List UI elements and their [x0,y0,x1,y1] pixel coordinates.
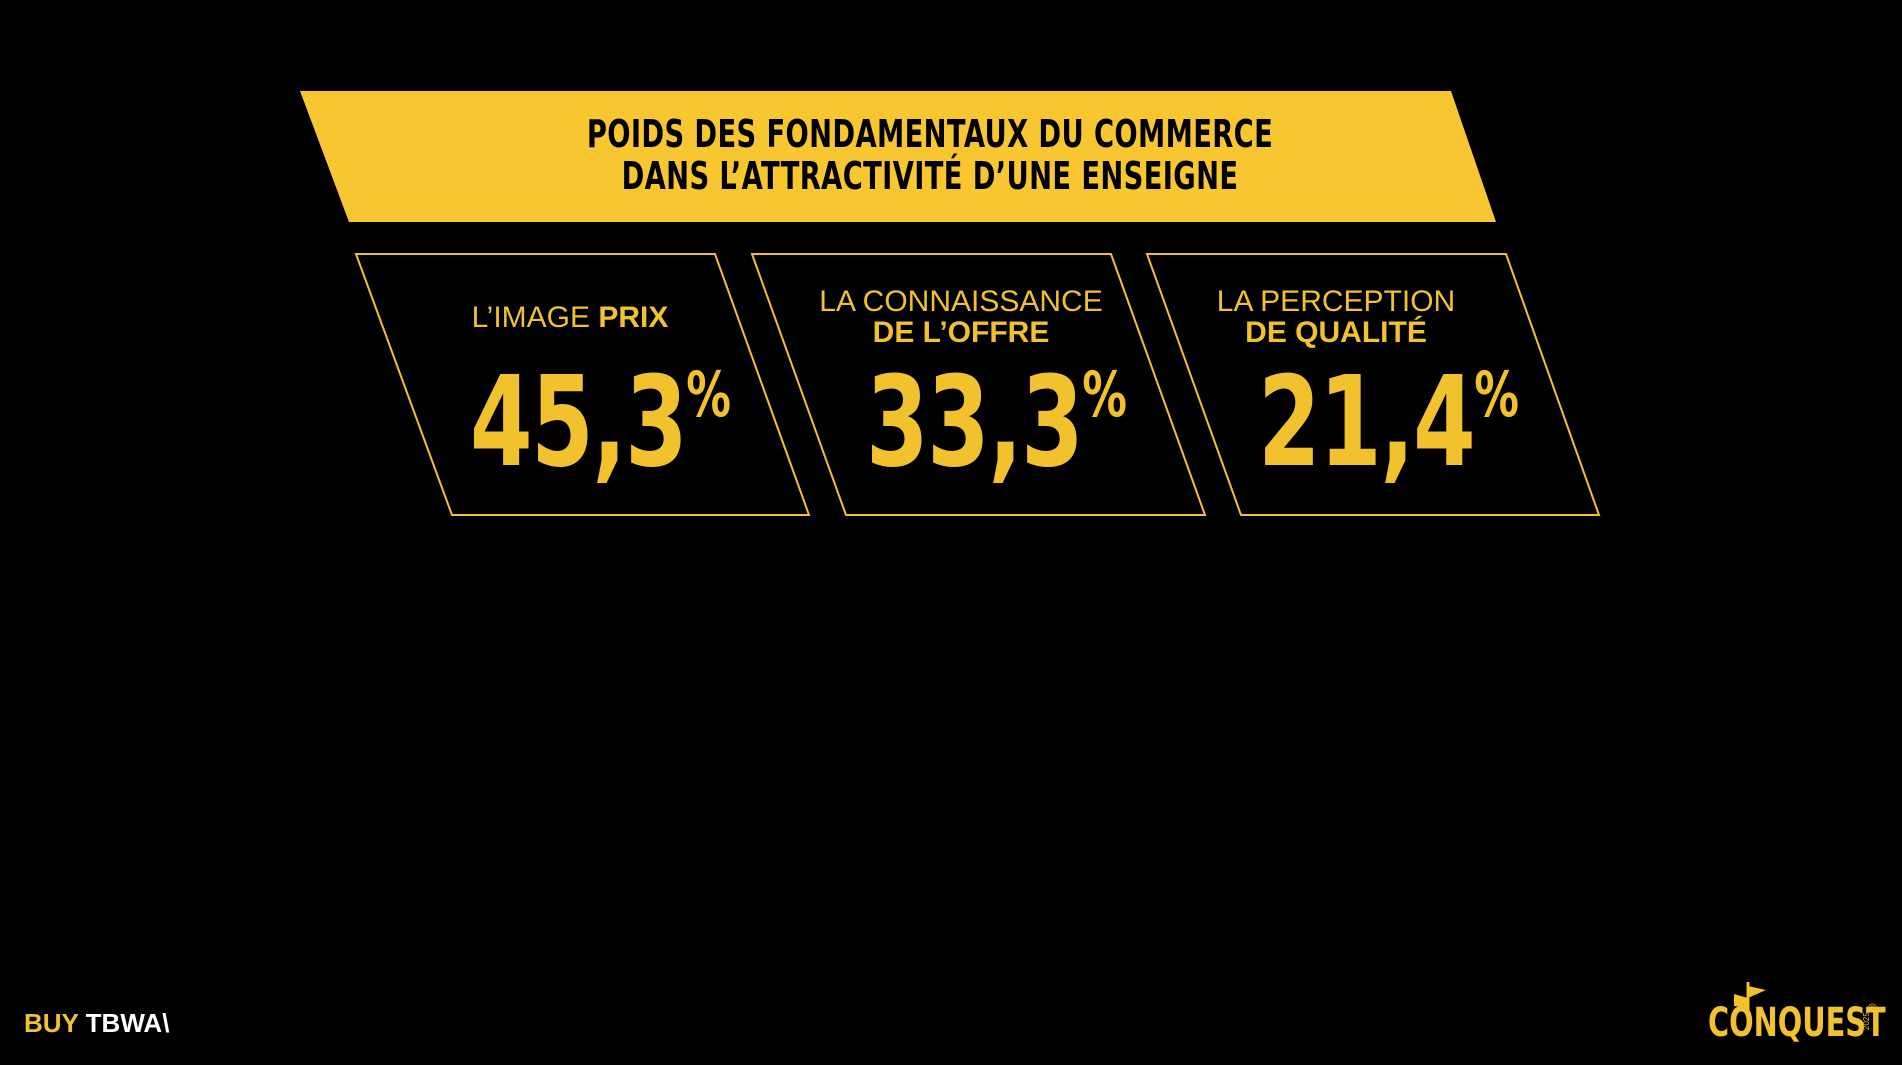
flag-icon [1734,982,1766,1016]
card-value-offer: 33,3% [866,360,1127,485]
card-label-price: L’IMAGE PRIX [420,302,720,333]
title-line-2: DANS L’ATTRACTIVITÉ D’UNE ENSEIGNE [621,154,1239,198]
logo-year: 2025 [1862,1012,1871,1030]
card-value-offer-number: 33,3 [866,350,1084,495]
card-label-offer-light: LA CONNAISSANCE [819,285,1103,318]
card-label-quality-bold: DE QUALITÉ [1245,316,1427,349]
registered-mark: ® [1868,1001,1877,1015]
agency-logo-tbwa: TBWA\ [85,1008,170,1038]
conquest-logo: CONQUEST [1708,1000,1886,1046]
card-value-quality: 21,4% [1258,360,1519,485]
agency-logo-buy: BUY [24,1008,79,1038]
card-label-offer: LA CONNAISSANCE DE L’OFFRE [786,286,1136,348]
card-value-price-number: 45,3 [470,350,688,495]
card-label-price-light: L’IMAGE [471,301,599,334]
card-label-offer-bold: DE L’OFFRE [872,316,1050,349]
card-frame-quality [1145,253,1601,516]
page-title: POIDS DES FONDAMENTAUX DU COMMERCE DANS … [563,113,1297,197]
card-value-price-unit: % [686,358,732,431]
card-frame-offer [750,253,1207,516]
card-label-price-bold: PRIX [598,301,669,334]
card-label-quality: LA PERCEPTION DE QUALITÉ [1186,286,1486,348]
card-value-quality-unit: % [1474,358,1520,431]
card-value-offer-unit: % [1082,358,1128,431]
agency-logo: BUY TBWA\ [24,1008,169,1039]
title-line-1: POIDS DES FONDAMENTAUX DU COMMERCE [586,112,1274,156]
card-frame-price [354,253,811,516]
card-label-quality-light: LA PERCEPTION [1216,285,1456,318]
card-value-quality-number: 21,4 [1258,350,1476,495]
card-value-price: 45,3% [470,360,731,485]
